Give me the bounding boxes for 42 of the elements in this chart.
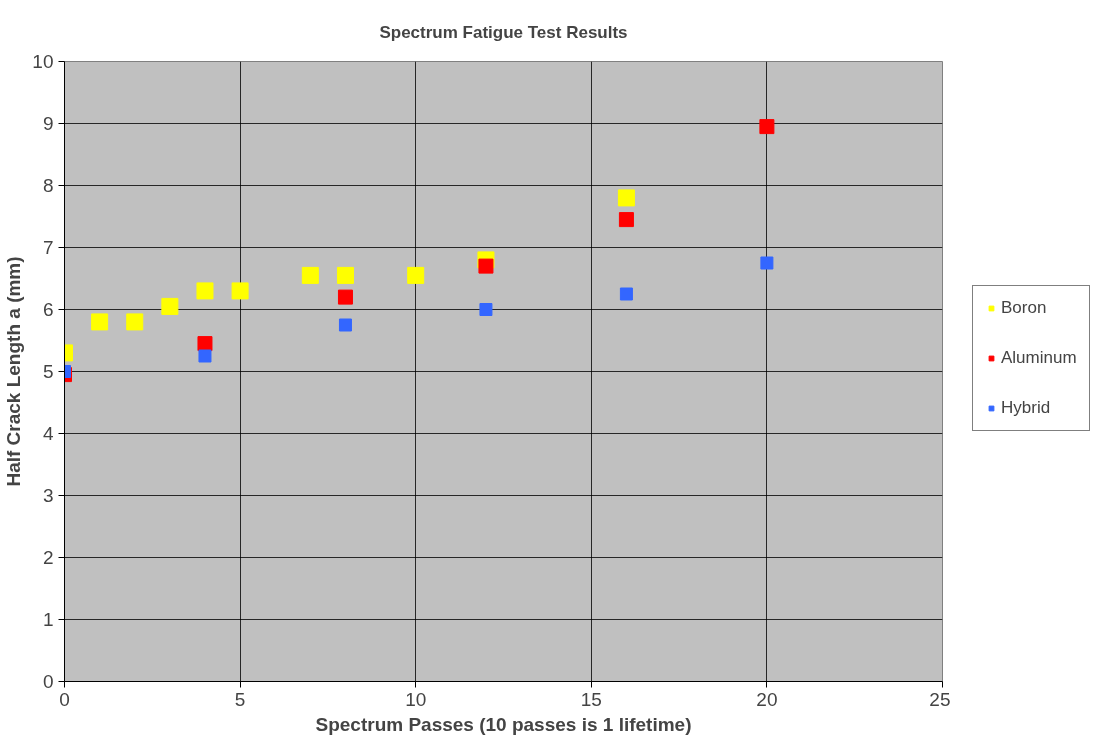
point (301, 266, 319, 284)
point (619, 287, 633, 301)
point (617, 189, 635, 207)
y-tick-label: 0 (42, 671, 54, 692)
point (231, 282, 249, 300)
x-tick-label: 0 (59, 688, 70, 710)
point (196, 282, 214, 300)
y-tick-label: 10 (32, 51, 54, 72)
point (338, 318, 352, 332)
legend-label: Hybrid (1001, 398, 1051, 418)
y-tick-label: 6 (42, 299, 54, 320)
point (337, 289, 353, 305)
point (760, 256, 774, 270)
y-tick-label: 5 (42, 361, 54, 382)
x-tick-label: 10 (405, 688, 427, 710)
chart-title: Spectrum Fatigue Test Results (379, 22, 628, 42)
y-axis-title: Half Crack Length a (mm) (3, 256, 25, 487)
y-tick-label: 4 (42, 423, 54, 444)
point (618, 212, 634, 228)
y-tick-label: 7 (42, 237, 54, 258)
legend-label: Boron (1001, 298, 1047, 318)
y-tick-label: 2 (42, 547, 54, 568)
y-tick-label: 9 (42, 113, 54, 134)
legend-label: Aluminum (1001, 348, 1077, 368)
x-tick-label: 15 (580, 688, 602, 710)
point (161, 297, 179, 315)
point (759, 119, 775, 135)
y-tick-label: 3 (42, 485, 54, 506)
x-tick-label: 20 (756, 688, 778, 710)
point (198, 349, 212, 363)
point (91, 313, 109, 331)
point (407, 266, 425, 284)
x-tick-label: 5 (234, 688, 246, 710)
point (197, 336, 213, 352)
x-tick-label: 25 (929, 688, 951, 710)
y-tick-label: 1 (42, 609, 54, 630)
point (336, 266, 354, 284)
point (479, 303, 493, 316)
x-axis-title: Spectrum Passes (10 passes is 1 lifetime) (315, 713, 692, 735)
point (126, 313, 144, 331)
y-tick-label: 8 (42, 175, 54, 196)
point (478, 258, 494, 274)
